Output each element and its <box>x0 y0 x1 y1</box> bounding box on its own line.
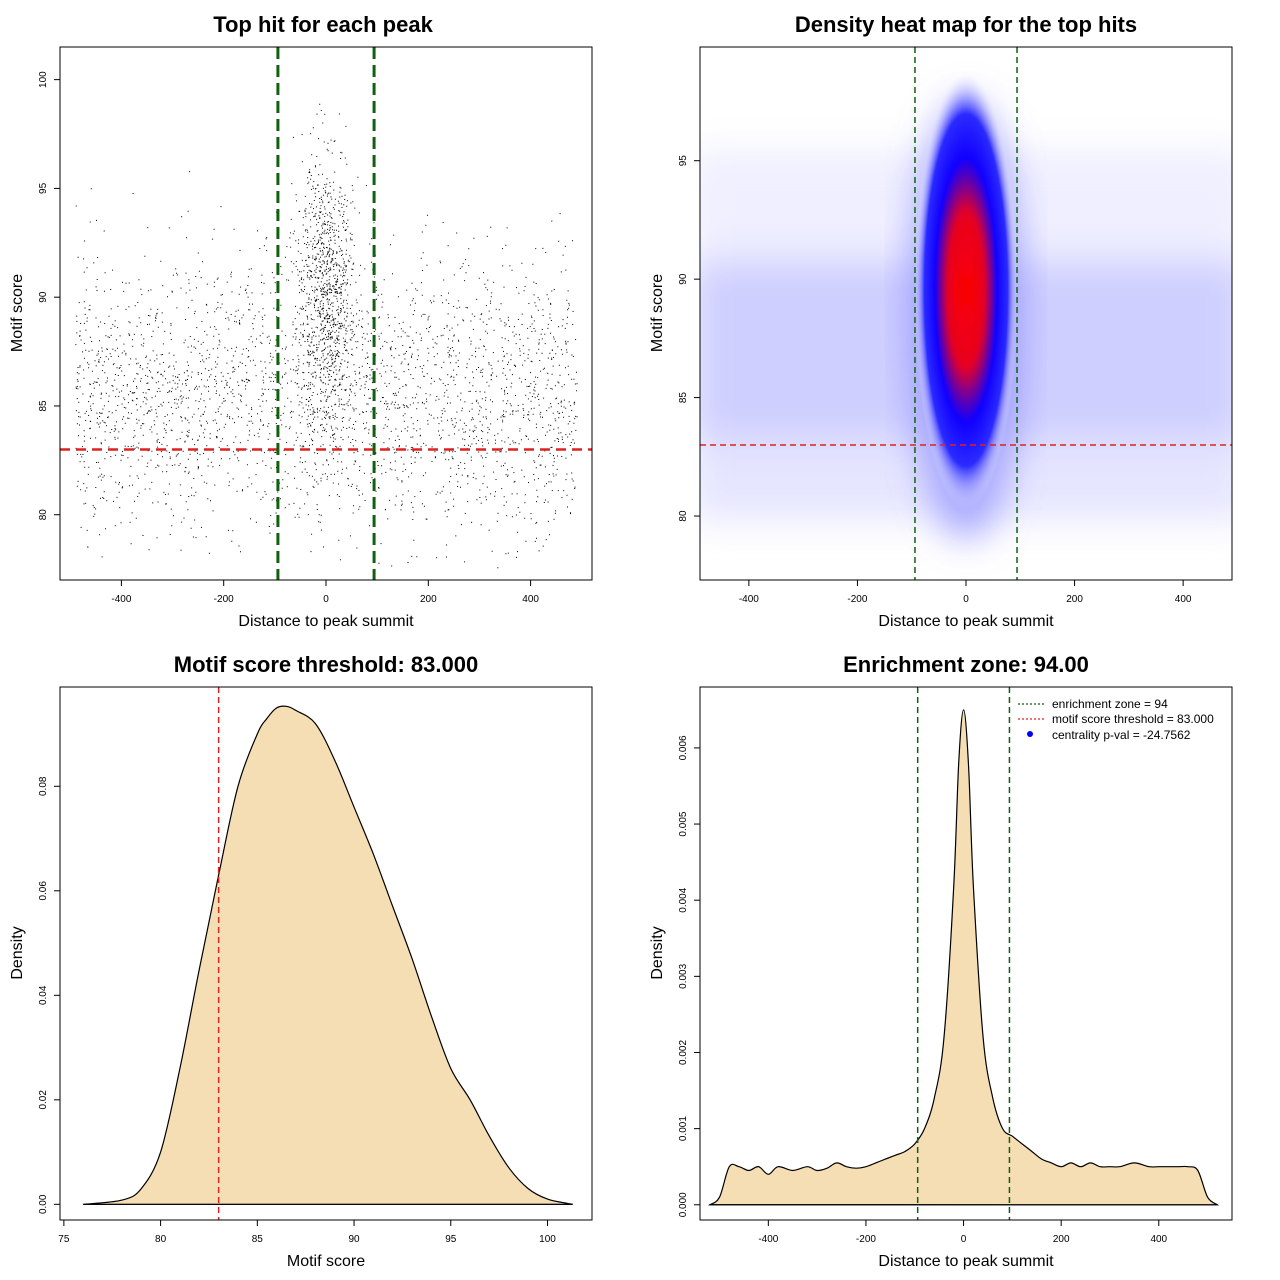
heatmap-x-tick-label: 0 <box>963 594 969 605</box>
heatmap-x-tick-label: -200 <box>847 594 867 605</box>
scatter-y-tick-label: 95 <box>38 182 49 194</box>
enrichment-density-x-tick-label: -400 <box>758 1234 778 1245</box>
heatmap-x-tick-label: -400 <box>739 594 759 605</box>
enrichment-density-y-tick-label: 0.004 <box>678 887 689 912</box>
enrichment-density-curve <box>708 709 1220 1206</box>
heatmap-x-tick-label: 400 <box>1175 594 1192 605</box>
enrichment-density-y-tick-label: 0.003 <box>678 963 689 988</box>
legend-pval-label: centrality p-val = -24.7562 <box>1052 728 1191 742</box>
legend-threshold-label: motif score threshold = 83.000 <box>1052 712 1214 726</box>
enrichment-density-x-tick-label: -200 <box>856 1234 876 1245</box>
heatmap-y-tick-label: 80 <box>678 510 689 522</box>
score-density-y-tick-label: 0.06 <box>38 881 49 901</box>
scatter-y-tick-label: 80 <box>38 509 49 521</box>
heatmap-y-tick-label: 85 <box>678 392 689 404</box>
scatter-points <box>75 103 578 569</box>
enrichment-density-title: Enrichment zone: 94.00 <box>843 652 1089 677</box>
score-density-panel: Motif score threshold: 83.000 75 80 85 90 95… <box>9 652 593 1270</box>
enrichment-density-x-tick-label: 0 <box>961 1234 967 1245</box>
heatmap-y-tick-label: 90 <box>678 273 689 285</box>
heatmap-y-tick-label: 95 <box>678 155 689 167</box>
score-density-x-tick-label: 75 <box>58 1234 70 1245</box>
heatmap-ylabel: Motif score <box>649 274 666 352</box>
scatter-x-tick-label: -400 <box>111 594 131 605</box>
scatter-panel: Top hit for each peak -400 -200 0 200 400 80 8… <box>9 12 593 630</box>
legend-zone-label: enrichment zone = 94 <box>1052 697 1168 711</box>
score-density-title: Motif score threshold: 83.000 <box>174 652 478 677</box>
scatter-title: Top hit for each peak <box>213 12 433 37</box>
score-density-x-tick-label: 95 <box>445 1234 457 1245</box>
score-density-y-tick-label: 0.00 <box>38 1194 49 1214</box>
scatter-y-tick-label: 90 <box>38 291 49 303</box>
score-density-y-tick-label: 0.08 <box>38 776 49 796</box>
scatter-x-tick-label: 200 <box>420 594 437 605</box>
enrichment-density-y-tick-label: 0.005 <box>678 811 689 836</box>
score-density-x-tick-label: 80 <box>155 1234 167 1245</box>
score-density-x-tick-label: 100 <box>539 1234 556 1245</box>
scatter-ylabel: Motif score <box>9 274 26 352</box>
legend: enrichment zone = 94 motif score thresho… <box>1018 697 1214 742</box>
enrichment-density-ylabel: Density <box>649 926 666 979</box>
enrichment-density-y-tick-label: 0.000 <box>678 1192 689 1217</box>
scatter-y-tick-label: 85 <box>38 400 49 412</box>
scatter-x-tick-label: 0 <box>323 594 329 605</box>
scatter-xlabel: Distance to peak summit <box>238 613 414 630</box>
legend-pval-dot <box>1027 731 1033 737</box>
heatmap-panel: Density heat map for the top hits -400 -2… <box>649 12 1233 630</box>
heatmap-core <box>952 190 980 390</box>
score-density-y-tick-label: 0.02 <box>38 1090 49 1110</box>
heatmap-title: Density heat map for the top hits <box>795 12 1137 37</box>
enrichment-density-panel: Enrichment zone: 94.00 -400 -200 0 200 400 0.… <box>649 652 1233 1270</box>
enrichment-density-x-tick-label: 400 <box>1150 1234 1167 1245</box>
score-density-y-tick-label: 0.04 <box>38 985 49 1005</box>
enrichment-density-y-tick-label: 0.006 <box>678 735 689 760</box>
score-density-xlabel: Motif score <box>287 1253 365 1270</box>
score-density-x-tick-label: 90 <box>348 1234 360 1245</box>
scatter-point-cloud <box>75 103 578 569</box>
heatmap-image <box>700 47 1232 580</box>
enrichment-density-y-tick-label: 0.001 <box>678 1116 689 1141</box>
score-density-ylabel: Density <box>9 926 26 979</box>
scatter-x-tick-label: -200 <box>214 594 234 605</box>
scatter-x-tick-label: 400 <box>522 594 539 605</box>
scatter-y-tick-label: 100 <box>38 71 49 88</box>
score-density-curve <box>83 705 573 1205</box>
enrichment-density-y-tick-label: 0.002 <box>678 1040 689 1065</box>
heatmap-xlabel: Distance to peak summit <box>878 613 1054 630</box>
heatmap-x-tick-label: 200 <box>1066 594 1083 605</box>
score-density-x-tick-label: 85 <box>252 1234 264 1245</box>
scatter-plot-frame <box>59 46 593 581</box>
enrichment-density-x-tick-label: 200 <box>1053 1234 1070 1245</box>
enrichment-density-xlabel: Distance to peak summit <box>878 1253 1054 1270</box>
